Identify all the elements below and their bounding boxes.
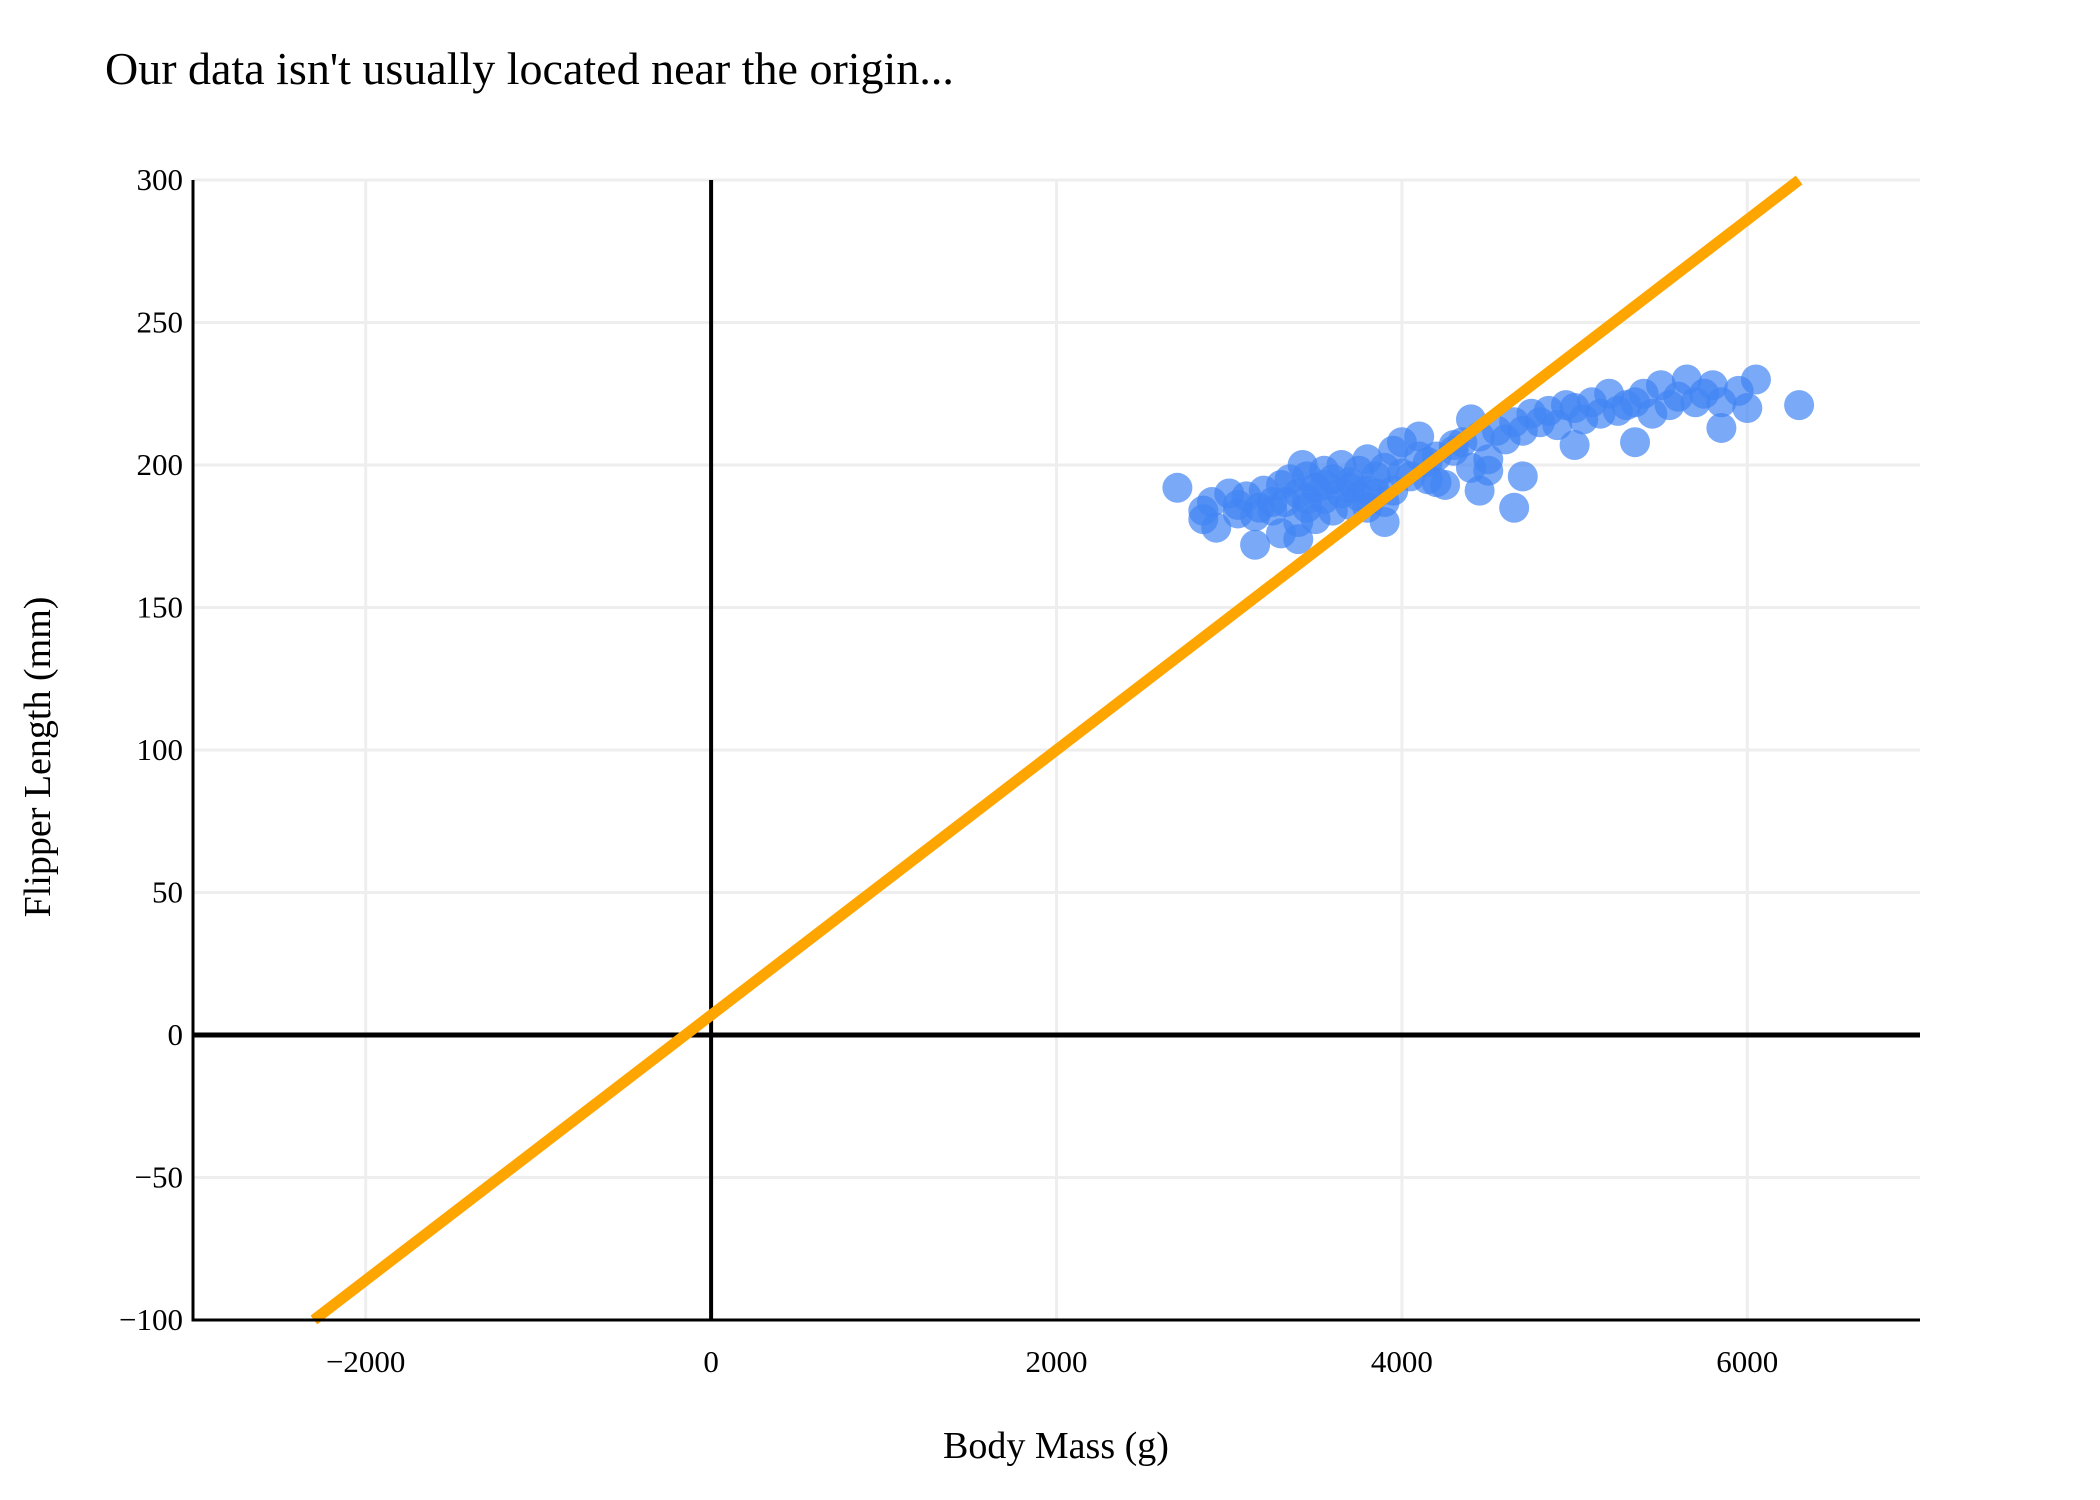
data-point	[1706, 412, 1737, 443]
x-axis-label: Body Mass (g)	[943, 1425, 1169, 1467]
y-tick-label: 150	[137, 590, 184, 625]
data-point	[1473, 444, 1504, 475]
x-tick-label: 6000	[1716, 1344, 1778, 1379]
data-point	[1740, 364, 1771, 395]
data-point	[1464, 475, 1495, 506]
x-axis-ticks: −2000 0 2000 4000 6000	[326, 1344, 1778, 1379]
axes	[191, 180, 1920, 1322]
data-point	[1559, 430, 1590, 461]
y-axis-ticks: −100 −50 0 50 100 150 200 250 300	[119, 162, 183, 1337]
fit-line	[310, 175, 1803, 1325]
data-point	[1162, 472, 1193, 503]
data-point	[1499, 492, 1530, 523]
y-tick-label: −100	[119, 1302, 183, 1337]
x-tick-label: 2000	[1026, 1344, 1088, 1379]
y-tick-label: 0	[168, 1017, 184, 1052]
data-point	[1732, 393, 1763, 423]
data-point	[1507, 461, 1538, 492]
chart-title: Our data isn't usually located near the …	[105, 43, 954, 94]
data-point	[1317, 495, 1348, 526]
y-tick-label: 300	[137, 162, 184, 197]
data-point	[1784, 390, 1815, 421]
y-axis-label: Flipper Length (mm)	[17, 597, 59, 918]
x-tick-label: 0	[703, 1344, 719, 1379]
scatter-points	[1162, 364, 1815, 560]
data-point	[1309, 469, 1340, 500]
data-point	[1222, 498, 1253, 529]
zero-lines	[193, 180, 1920, 1320]
data-point	[1620, 427, 1651, 458]
y-tick-label: −50	[135, 1160, 183, 1195]
data-point	[1283, 507, 1314, 537]
x-tick-label: −2000	[326, 1344, 405, 1379]
data-point	[1335, 472, 1366, 503]
y-tick-label: 100	[137, 732, 184, 767]
data-point	[1706, 387, 1737, 418]
data-point	[1240, 529, 1271, 560]
x-tick-label: 4000	[1371, 1344, 1433, 1379]
y-tick-label: 200	[137, 447, 184, 482]
regression-line	[310, 175, 1803, 1325]
data-point	[1257, 487, 1288, 518]
y-tick-label: 250	[137, 305, 184, 340]
data-point	[1188, 495, 1219, 526]
y-tick-label: 50	[152, 875, 183, 910]
